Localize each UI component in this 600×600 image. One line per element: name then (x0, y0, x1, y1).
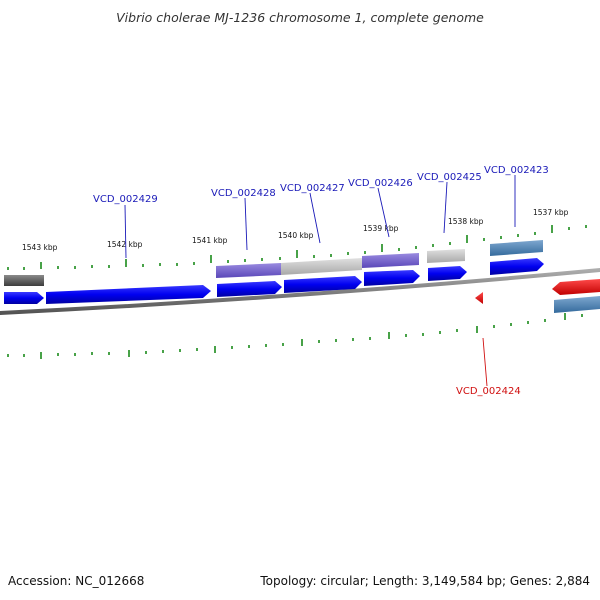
scale-label: 1538 kbp (448, 217, 484, 226)
chromosome-backbone (0, 268, 600, 315)
gene-arrow[interactable] (490, 258, 544, 275)
gene-label[interactable]: VCD_002427 (280, 183, 345, 194)
gene-label-leaders (124, 175, 516, 387)
scale-label: 1539 kbp (363, 224, 399, 233)
forward-strand-track (4, 258, 544, 304)
gene-label[interactable]: VCD_002424 (456, 386, 521, 397)
scale-label: 1542 kbp (107, 240, 143, 249)
gene-arrow[interactable] (364, 270, 420, 286)
gene-arrow[interactable] (284, 276, 362, 293)
upper-tick-row (7, 225, 587, 270)
gene-label[interactable]: VCD_002428 (211, 188, 276, 199)
scale-label: 1543 kbp (22, 243, 58, 252)
cog-bar[interactable] (554, 296, 600, 313)
gene-label[interactable]: VCD_002423 (484, 165, 549, 176)
reverse-strand-track (475, 279, 600, 304)
cog-bar[interactable] (427, 249, 465, 263)
map-title: Vibrio cholerae MJ-1236 chromosome 1, co… (116, 10, 484, 25)
cog-category-track (4, 240, 600, 313)
cog-bar[interactable] (216, 263, 281, 278)
scale-label: 1537 kbp (533, 208, 569, 217)
cog-bar[interactable] (4, 275, 44, 286)
cog-bar[interactable] (490, 240, 543, 256)
accession-text: Accession: NC_012668 (8, 574, 145, 588)
gene-arrow[interactable] (552, 279, 600, 295)
cog-bar[interactable] (281, 258, 362, 275)
gene-arrow[interactable] (217, 281, 282, 297)
gene-arrow[interactable] (46, 285, 211, 304)
genome-summary-text: Topology: circular; Length: 3,149,584 bp… (260, 574, 590, 588)
gene-arrow[interactable] (428, 266, 467, 281)
gene-arrow[interactable] (4, 292, 44, 304)
gene-labels: VCD_002429 VCD_002428 VCD_002427 VCD_002… (93, 165, 549, 397)
scale-labels: 1543 kbp 1542 kbp 1541 kbp 1540 kbp 1539… (22, 208, 569, 252)
scale-label: 1540 kbp (278, 231, 314, 240)
gene-label[interactable]: VCD_002429 (93, 194, 158, 205)
gene-label[interactable]: VCD_002426 (348, 178, 413, 189)
lower-tick-row (7, 313, 583, 359)
scale-label: 1541 kbp (192, 236, 228, 245)
cog-bar[interactable] (362, 253, 419, 268)
gene-arrow[interactable] (475, 292, 483, 304)
gene-label[interactable]: VCD_002425 (417, 172, 482, 183)
